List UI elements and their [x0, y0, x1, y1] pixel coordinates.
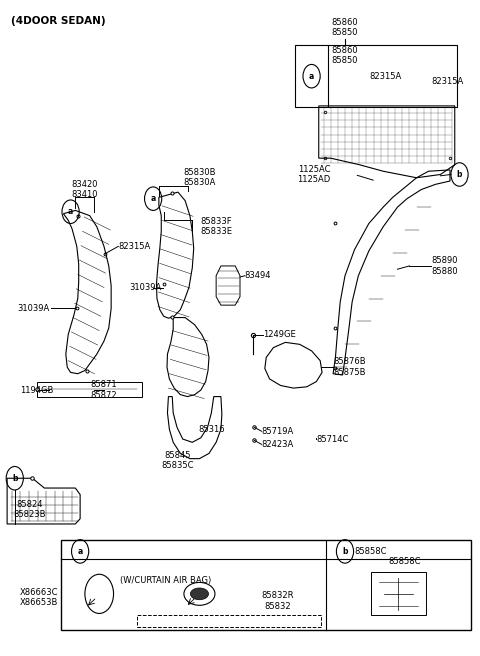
Text: 85860
85850: 85860 85850 — [332, 46, 358, 65]
Text: 85876B
85875B: 85876B 85875B — [333, 358, 366, 377]
Text: 85714C: 85714C — [316, 434, 349, 443]
Text: 82423A: 82423A — [262, 440, 294, 449]
Text: 85830B
85830A: 85830B 85830A — [183, 168, 216, 188]
Text: 85824
85823B: 85824 85823B — [14, 500, 46, 520]
Text: 85845
85835C: 85845 85835C — [162, 451, 194, 470]
Text: 85890
85880: 85890 85880 — [431, 256, 457, 276]
Text: b: b — [342, 547, 348, 556]
Text: 85316: 85316 — [198, 424, 225, 434]
Text: a: a — [309, 72, 314, 81]
Text: 82315A: 82315A — [118, 242, 151, 251]
Text: 85858C: 85858C — [388, 557, 420, 565]
Text: (W/CURTAIN AIR BAG): (W/CURTAIN AIR BAG) — [120, 577, 212, 585]
Bar — [137, 615, 321, 626]
Text: 1249GE: 1249GE — [263, 330, 296, 339]
Text: b: b — [457, 170, 462, 179]
Text: a: a — [151, 194, 156, 203]
Text: 85833F
85833E: 85833F 85833E — [200, 217, 232, 236]
Text: 85832R
85832: 85832R 85832 — [262, 591, 294, 611]
Text: 1125AC
1125AD: 1125AC 1125AD — [297, 165, 331, 184]
Bar — [295, 45, 457, 107]
Text: 83420
83410: 83420 83410 — [72, 180, 98, 199]
Text: X86663C
X86653B: X86663C X86653B — [20, 588, 58, 607]
Text: 85871
85872: 85871 85872 — [91, 380, 117, 400]
Text: a: a — [77, 547, 83, 556]
Text: (4DOOR SEDAN): (4DOOR SEDAN) — [11, 16, 106, 26]
Text: b: b — [12, 474, 17, 483]
Text: 31039A: 31039A — [17, 304, 49, 313]
Text: 82315A: 82315A — [431, 77, 463, 85]
Text: 85858C: 85858C — [355, 547, 387, 556]
Ellipse shape — [191, 588, 208, 600]
Text: 82315A: 82315A — [370, 72, 402, 81]
Text: 85719A: 85719A — [262, 426, 294, 436]
Text: 83494: 83494 — [245, 271, 271, 280]
Text: 85860
85850: 85860 85850 — [332, 18, 358, 37]
Text: 31039A: 31039A — [129, 283, 162, 292]
Bar — [37, 382, 142, 397]
Bar — [61, 541, 471, 630]
Text: 1194GB: 1194GB — [21, 386, 54, 394]
Text: a: a — [68, 207, 73, 216]
